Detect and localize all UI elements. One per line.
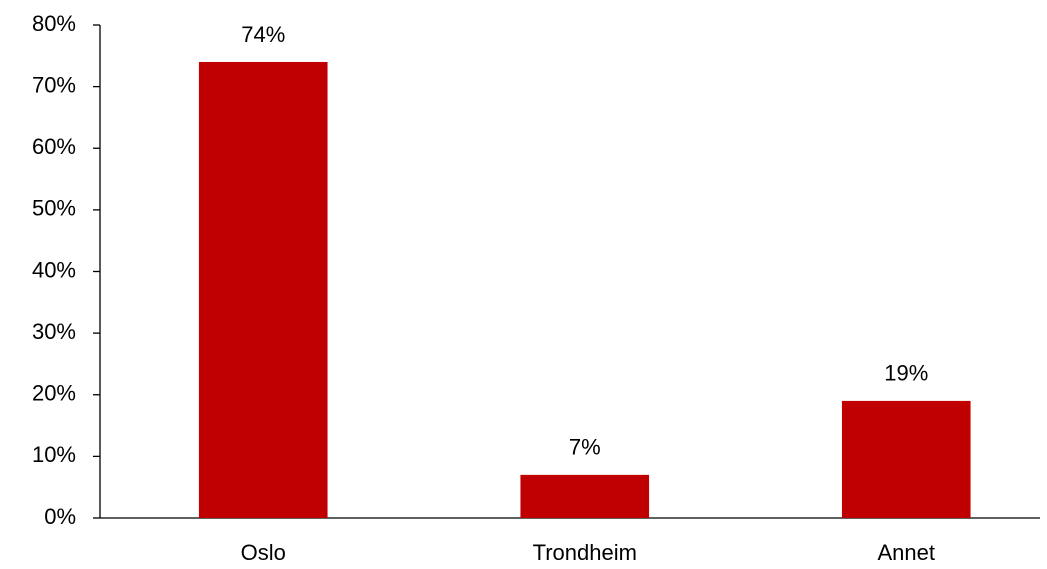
y-tick-label: 0% <box>44 504 76 529</box>
y-tick-label: 70% <box>32 72 76 97</box>
data-label: 7% <box>569 435 601 460</box>
y-tick-label: 10% <box>32 442 76 467</box>
data-label: 19% <box>884 361 928 386</box>
bar <box>841 400 971 518</box>
y-tick-label: 40% <box>32 257 76 282</box>
data-label: 74% <box>241 22 285 47</box>
bar <box>520 474 650 518</box>
y-tick-label: 60% <box>32 134 76 159</box>
y-tick-label: 20% <box>32 381 76 406</box>
y-tick-label: 50% <box>32 196 76 221</box>
y-tick-label: 80% <box>32 11 76 36</box>
x-tick-label: Annet <box>878 540 936 565</box>
x-tick-label: Trondheim <box>533 540 637 565</box>
bar <box>198 61 328 518</box>
y-tick-label: 30% <box>32 319 76 344</box>
x-tick-label: Oslo <box>241 540 286 565</box>
